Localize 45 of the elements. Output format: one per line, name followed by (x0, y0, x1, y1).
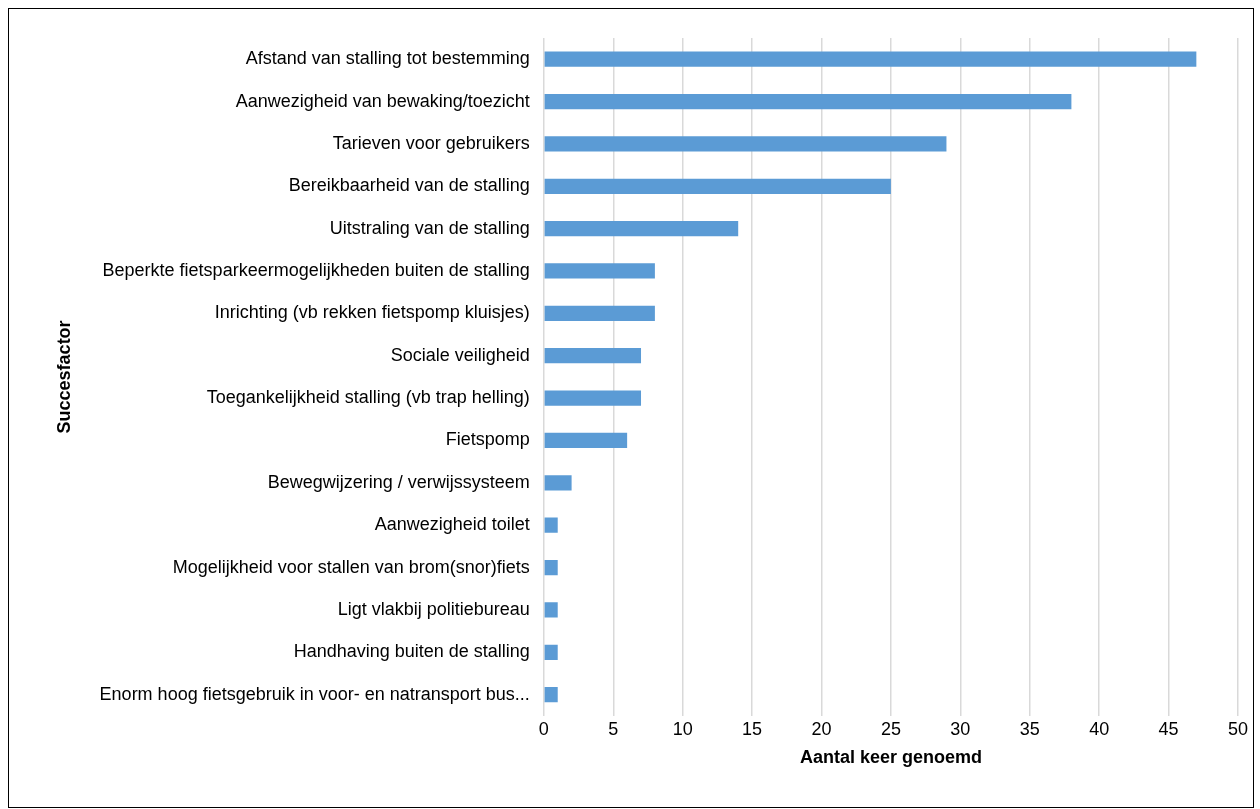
x-tick-label: 10 (672, 718, 693, 739)
x-tick-label: 5 (608, 718, 619, 739)
bar (544, 348, 642, 364)
y-tick-label: Inrichting (vb rekken fietspomp kluisjes) (214, 302, 530, 323)
bar (544, 263, 655, 279)
bar (544, 432, 628, 449)
bar (544, 602, 558, 618)
x-axis-title: Aantal keer genoemd (799, 747, 982, 768)
y-tick-label: Aanwezigheid toilet (374, 514, 530, 535)
y-tick-label: Sociale veiligheid (390, 344, 530, 365)
bar (544, 475, 572, 491)
bar (544, 136, 947, 152)
x-tick-label: 0 (538, 718, 549, 739)
y-tick-label: Fietspomp (445, 429, 530, 450)
y-tick-label: Tarieven voor gebruikers (332, 132, 530, 153)
y-tick-label: Handhaving buiten de stalling (293, 641, 530, 662)
y-tick-label: Enorm hoog fietsgebruik in voor- en natransport bus... (99, 683, 530, 704)
y-tick-label: Afstand van stalling tot bestemming (245, 48, 530, 69)
bar (544, 221, 739, 237)
x-tick-label: 20 (811, 718, 832, 739)
x-tick-label: 25 (880, 718, 901, 739)
y-tick-label: Bereikbaarheid van de stalling (288, 175, 530, 196)
y-tick-label: Toegankelijkheid stalling (vb trap helling) (206, 387, 530, 408)
y-tick-label: Uitstraling van de stalling (329, 217, 530, 238)
bar (544, 644, 558, 660)
x-tick-label: 15 (742, 718, 763, 739)
bar (544, 93, 1072, 110)
y-tick-label: Mogelijkheid voor stallen van brom(snor)fiets (172, 556, 530, 577)
bar (544, 178, 891, 194)
bar (544, 559, 558, 576)
x-tick-label: 40 (1089, 718, 1110, 739)
y-tick-label: Ligt vlakbij politiebureau (337, 598, 530, 619)
bar (544, 51, 1197, 67)
y-tick-label: Bewegwijzering / verwijssysteem (267, 471, 530, 492)
bar (544, 305, 655, 321)
x-tick-label: 35 (1019, 718, 1040, 739)
y-axis-title: Succesfactor (53, 320, 74, 434)
bar (544, 390, 642, 406)
bar (544, 686, 558, 703)
x-tick-label: 30 (950, 718, 971, 739)
y-tick-label: Beperkte fietsparkeermogelijkheden buiten de stalling (102, 259, 530, 280)
y-tick-label: Aanwezigheid van bewaking/toezicht (235, 90, 530, 111)
bar (544, 517, 558, 533)
x-tick-label: 45 (1158, 718, 1179, 739)
x-tick-label: 50 (1227, 718, 1249, 739)
